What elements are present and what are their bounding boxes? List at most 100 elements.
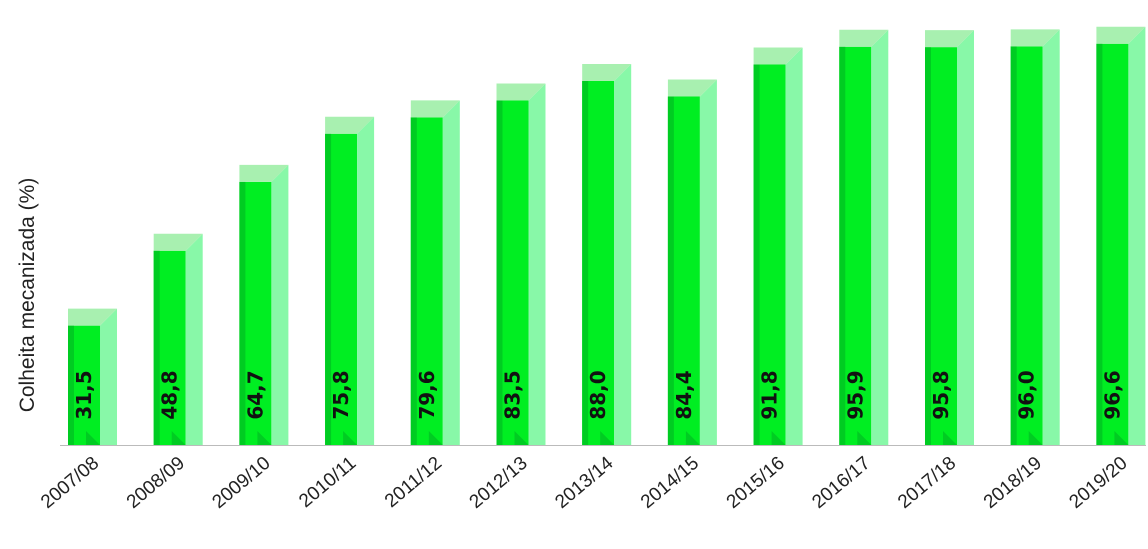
data-label: 31,5 — [72, 370, 96, 419]
bar-front — [239, 181, 272, 445]
bar-front-edge — [239, 181, 246, 445]
bar-front — [839, 46, 872, 446]
bar-top — [753, 47, 803, 65]
x-tick-label: 2007/08 — [37, 453, 103, 513]
data-label: 91,8 — [758, 370, 782, 419]
bar-top — [325, 116, 375, 134]
bar-side — [871, 29, 889, 446]
bar-2017/18: 95,8 — [925, 30, 974, 445]
bar-top — [582, 63, 632, 81]
data-label: 79,6 — [415, 370, 439, 419]
bar-front-edge — [325, 133, 332, 445]
bar-front — [496, 100, 529, 445]
data-label: 48,8 — [158, 370, 182, 419]
x-tick-label: 2017/18 — [894, 453, 960, 513]
bar-2008/09: 48,8 — [153, 233, 203, 445]
bar-2013/14: 88,0 — [582, 63, 632, 446]
bars-group: 31,5 48,8 64,7 75,8 79,6 83,5 88,0 84,4 91,8 95,9… — [68, 26, 1146, 446]
bar-bottom-bevel — [257, 431, 272, 445]
bar-front-edge — [1096, 43, 1103, 446]
bar-front — [410, 117, 443, 445]
bar-bottom-bevel — [943, 431, 957, 445]
bar-side — [1042, 29, 1060, 445]
bar-side — [442, 100, 460, 445]
x-tick-label: 2018/19 — [980, 453, 1046, 513]
bar-front — [582, 80, 615, 446]
bar-side — [185, 233, 203, 445]
bar-side — [785, 47, 803, 445]
bar-front-edge — [153, 250, 160, 445]
bar-bottom-bevel — [857, 431, 872, 445]
bar-top — [667, 79, 717, 97]
bar-top — [839, 29, 889, 47]
x-tick-label: 2013/14 — [551, 452, 617, 513]
bar-bottom-bevel — [514, 431, 529, 445]
bar-side — [271, 164, 289, 445]
bar-front — [925, 47, 957, 445]
bar-2007/08: 31,5 — [68, 308, 117, 445]
data-label: 95,8 — [929, 370, 953, 419]
bar-front — [68, 325, 100, 445]
bar-front — [667, 96, 700, 445]
bar-2018/19: 96,0 — [1010, 29, 1060, 445]
bar-bottom-bevel — [428, 431, 443, 445]
data-label: 96,0 — [1015, 370, 1039, 419]
bar-bottom-bevel — [171, 431, 186, 445]
bar-2009/10: 64,7 — [239, 164, 289, 445]
bar-side — [357, 116, 375, 445]
bar-front — [753, 64, 786, 446]
bar-top — [239, 164, 289, 182]
bar-side — [528, 83, 546, 445]
bar-front — [325, 133, 358, 445]
x-tick-label: 2009/10 — [208, 453, 274, 513]
bar-bottom-bevel — [1114, 431, 1129, 445]
data-label: 75,8 — [329, 370, 353, 419]
x-tick-label: 2011/12 — [381, 453, 446, 512]
bar-front — [153, 250, 186, 445]
data-label: 88,0 — [586, 370, 610, 419]
bar-bottom-bevel — [685, 431, 700, 445]
bar-front-edge — [582, 80, 589, 446]
bar-2010/11: 75,8 — [325, 116, 375, 445]
bar-side — [699, 79, 717, 445]
bar-2015/16: 91,8 — [753, 47, 803, 446]
data-label: 95,9 — [843, 370, 867, 419]
bar-2014/15: 84,4 — [667, 79, 717, 445]
bar-front-edge — [68, 325, 74, 445]
bar-top — [496, 83, 546, 101]
bar-top — [410, 100, 460, 118]
bar-top — [68, 308, 117, 326]
bar-2019/20: 96,6 — [1096, 26, 1146, 446]
bar-side — [100, 308, 117, 445]
bar-front-edge — [1010, 46, 1017, 445]
bar-top — [153, 233, 203, 251]
data-label: 83,5 — [501, 370, 525, 419]
data-label: 84,4 — [672, 370, 696, 419]
bar-front-edge — [496, 100, 503, 445]
x-tick-label: 2015/16 — [723, 453, 789, 513]
bar-front-edge — [667, 96, 674, 445]
bar-bottom-bevel — [1028, 431, 1043, 445]
bar-bottom-bevel — [343, 431, 358, 445]
x-tick-label: 2008/09 — [123, 453, 189, 513]
bar-2011/12: 79,6 — [410, 100, 460, 445]
bar-side — [957, 30, 974, 445]
x-tick-label: 2010/11 — [295, 453, 360, 512]
bar-front-edge — [753, 64, 760, 446]
bar-bottom-bevel — [600, 431, 615, 445]
bar-front — [1096, 43, 1129, 446]
bar-bottom-bevel — [771, 431, 786, 445]
y-axis-label: Colheita mecanizada (%) — [16, 178, 39, 413]
x-tick-labels: 2007/08 2008/09 2009/10 2010/11 2011/12 2012/… — [37, 452, 1132, 513]
x-tick-label: 2012/13 — [466, 453, 532, 513]
bar-front-edge — [839, 46, 846, 446]
bar-2016/17: 95,9 — [839, 29, 889, 446]
x-tick-label: 2016/17 — [808, 453, 874, 513]
bar-top — [925, 30, 974, 48]
data-label: 64,7 — [243, 370, 267, 419]
x-tick-label: 2019/20 — [1065, 453, 1131, 513]
data-label: 96,6 — [1100, 370, 1124, 419]
bar-front-edge — [410, 117, 417, 445]
